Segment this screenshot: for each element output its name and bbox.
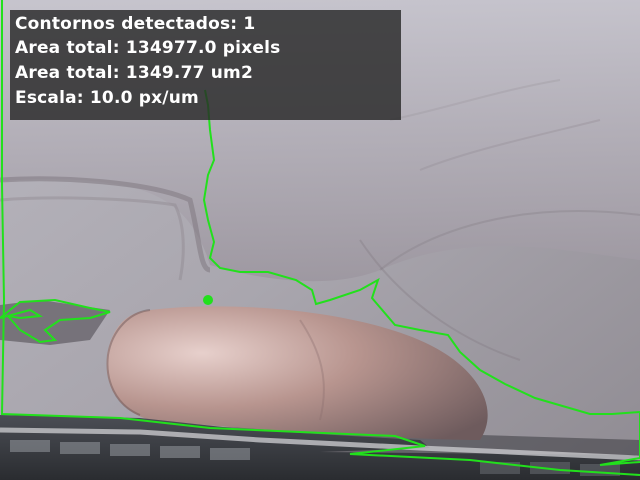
skin-crease [419,119,601,171]
scale-label: Escala: 10.0 px/um [15,88,199,108]
contours-detected-label: Contornos detectados: 1 [15,14,256,34]
skin-crease [359,239,521,361]
area-um-label: Area total: 1349.77 um2 [15,63,254,83]
skin-crease [389,79,561,121]
detected-contour-left [0,298,111,344]
contour-centroid-dot [203,295,213,305]
finger [106,306,488,440]
measurement-overlay [10,10,401,120]
finger-crease [299,319,325,421]
finger-edge [106,309,151,416]
skin-crease [379,210,640,271]
skin-fold [0,196,185,281]
area-pixels-label: Area total: 134977.0 pixels [15,38,281,58]
skin-fold [0,176,211,273]
keyboard-highlight [0,427,640,461]
